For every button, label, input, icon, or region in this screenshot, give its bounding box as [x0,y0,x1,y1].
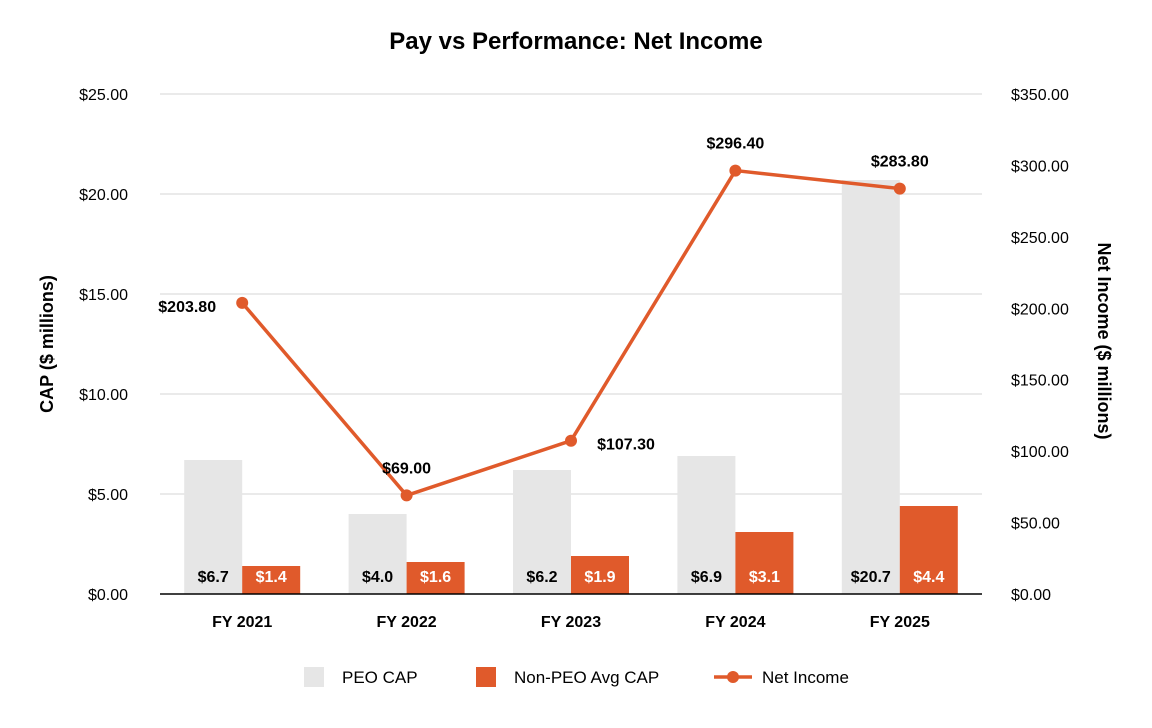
bar-non-peo-cap [735,532,794,594]
left-tick-label: $10.00 [79,387,128,404]
legend-marker-net-income [727,671,739,683]
bar-data-label: $4.0 [362,569,393,586]
right-tick-label: $200.00 [1011,301,1069,318]
bar-data-label: $1.9 [584,569,615,586]
net-income-point [565,434,577,447]
bar-data-label: $1.4 [256,569,287,586]
bar-data-label: $6.9 [691,569,722,586]
bar-peo-cap [184,460,243,594]
right-tick-label: $100.00 [1011,444,1069,461]
legend-swatch-non-peo-cap [476,667,496,687]
legend-swatch-peo-cap [304,667,324,687]
legend-label-non-peo-cap: Non-PEO Avg CAP [514,668,659,687]
net-income-data-label: $296.40 [706,136,764,153]
bar-non-peo-cap [571,556,629,594]
right-tick-label: $350.00 [1011,87,1069,104]
right-tick-label: $300.00 [1011,158,1069,175]
category-label: FY 2025 [870,614,930,631]
bar-data-label: $4.4 [913,569,944,586]
bar-peo-cap [348,514,407,594]
left-tick-label: $15.00 [79,287,128,304]
bar-peo-cap [677,456,736,594]
net-income-point [729,164,742,177]
right-tick-label: $0.00 [1011,587,1051,604]
right-tick-label: $150.00 [1011,373,1069,390]
bar-non-peo-cap [899,506,958,594]
bar-data-label: $3.1 [749,569,780,586]
category-label: FY 2023 [541,614,601,631]
bar-data-label: $6.2 [526,569,557,586]
left-tick-label: $0.00 [88,587,128,604]
bar-data-label: $20.7 [851,569,891,586]
right-axis-title: Net Income ($ millions) [1094,242,1114,439]
legend-label-net-income: Net Income [762,668,849,687]
bars: $6.7 $1.4 $4.0 $1.6 $6.2 $1.9 $6.9 $3.1 $20.7 $4.… [184,180,958,594]
left-axis-ticks: $0.00 $5.00 $10.00 $15.00 $20.00 $25.00 [79,87,128,604]
left-tick-label: $20.00 [79,187,128,204]
category-label: FY 2021 [212,614,272,631]
bar-non-peo-cap [406,562,465,594]
right-tick-label: $50.00 [1011,516,1060,533]
left-tick-label: $25.00 [79,87,128,104]
net-income-point [893,182,906,195]
legend-label-peo-cap: PEO CAP [342,668,418,687]
net-income-point [400,489,413,502]
net-income-point [236,296,249,309]
bar-peo-cap [841,180,900,594]
legend: PEO CAP Non-PEO Avg CAP Net Income [304,667,849,687]
net-income-data-label: $69.00 [382,460,431,477]
chart-title: Pay vs Performance: Net Income [389,28,763,55]
left-tick-label: $5.00 [88,487,128,504]
bar-data-label: $6.7 [198,569,229,586]
net-income-line: $203.80 $69.00 $107.30 $296.40 $283.80 [158,136,929,502]
right-axis-ticks: $0.00 $50.00 $100.00 $150.00 $200.00 $250.00 $… [1011,87,1069,604]
category-labels: FY 2021 FY 2022 FY 2023 FY 2024 FY 2025 [212,614,930,631]
net-income-data-label: $203.80 [158,299,216,316]
category-label: FY 2022 [376,614,436,631]
bar-data-label: $1.6 [420,569,451,586]
net-income-data-label: $283.80 [871,154,929,171]
bar-non-peo-cap [242,566,301,594]
right-tick-label: $250.00 [1011,230,1069,247]
net-income-data-label: $107.30 [597,437,655,454]
bar-peo-cap [513,470,571,594]
category-label: FY 2024 [705,614,765,631]
left-axis-title: CAP ($ millions) [37,275,57,413]
